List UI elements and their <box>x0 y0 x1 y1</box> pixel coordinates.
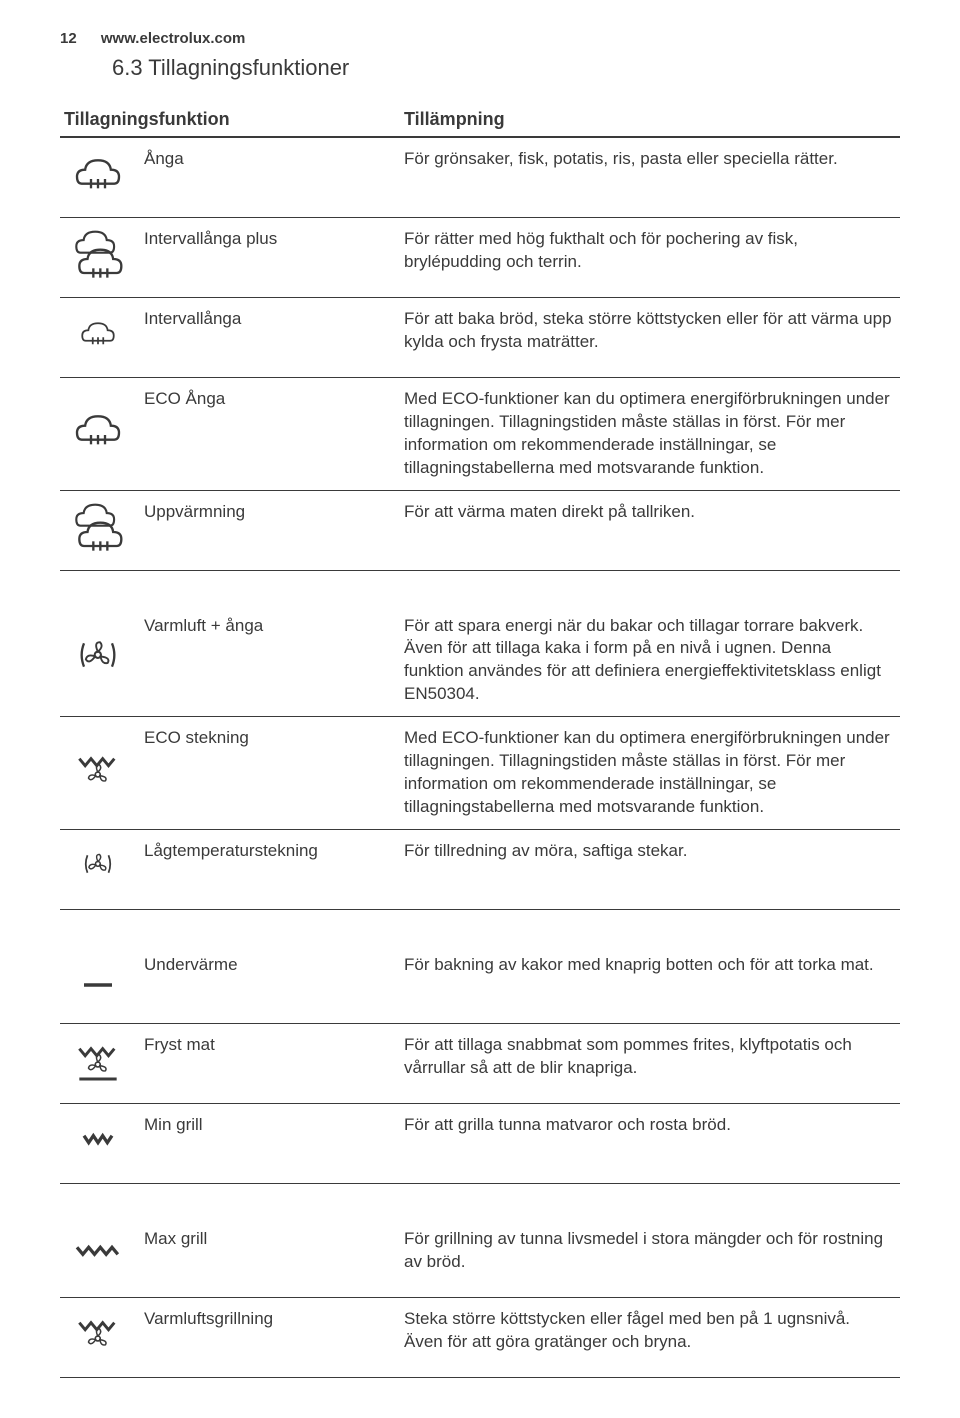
table-row: IntervallångaFör att baka bröd, steka st… <box>60 297 900 377</box>
table-row: UppvärmningFör att värma maten direkt på… <box>60 490 900 570</box>
max-grill-icon <box>60 1218 140 1297</box>
function-name: ECO Ånga <box>140 377 400 490</box>
grill-fan-icon <box>60 717 140 830</box>
function-description: För att spara energi när du bakar och ti… <box>400 605 900 717</box>
function-name: Undervärme <box>140 944 400 1023</box>
group-spacer <box>60 1183 900 1218</box>
function-description: För att grilla tunna matvaror och rosta … <box>400 1103 900 1183</box>
function-description: För rätter med hög fukthalt och för poch… <box>400 217 900 297</box>
page-number: 12 <box>60 30 77 47</box>
function-description: För grönsaker, fisk, potatis, ris, pasta… <box>400 137 900 217</box>
fan-brackets-icon <box>60 605 140 717</box>
function-name: Varmluft + ånga <box>140 605 400 717</box>
group-spacer <box>60 570 900 605</box>
table-head-application: Tillämpning <box>400 103 900 137</box>
table-row: ÅngaFör grönsaker, fisk, potatis, ris, p… <box>60 137 900 217</box>
function-description: För tillredning av möra, saftiga stekar. <box>400 830 900 910</box>
grill-fan-icon <box>60 1297 140 1377</box>
table-row: ECO stekningMed ECO-funktioner kan du op… <box>60 717 900 830</box>
functions-table: Tillagningsfunktion Tillämpning ÅngaFör … <box>60 103 900 1378</box>
table-row: VarmluftsgrillningSteka större köttstyck… <box>60 1297 900 1377</box>
group-spacer <box>60 909 900 944</box>
steam-small-icon <box>60 297 140 377</box>
min-grill-icon <box>60 1103 140 1183</box>
bottom-heat-icon <box>60 944 140 1023</box>
table-row: Fryst matFör att tillaga snabbmat som po… <box>60 1023 900 1103</box>
function-name: Intervallånga <box>140 297 400 377</box>
page: 12 www.electrolux.com 6.3 Tillagningsfun… <box>0 0 960 1418</box>
table-row: Min grillFör att grilla tunna matvaror o… <box>60 1103 900 1183</box>
table-row: Intervallånga plusFör rätter med hög fuk… <box>60 217 900 297</box>
function-name: Ånga <box>140 137 400 217</box>
section-title: 6.3 Tillagningsfunktioner <box>112 55 900 81</box>
function-description: Med ECO-funktioner kan du optimera energ… <box>400 377 900 490</box>
function-description: För att baka bröd, steka större köttstyc… <box>400 297 900 377</box>
page-header: 12 www.electrolux.com <box>60 30 900 47</box>
steam-icon <box>60 377 140 490</box>
steam-plus-icon <box>60 217 140 297</box>
table-row: Max grillFör grillning av tunna livsmede… <box>60 1218 900 1297</box>
table-row: UndervärmeFör bakning av kakor med knapr… <box>60 944 900 1023</box>
function-name: ECO stekning <box>140 717 400 830</box>
function-description: Med ECO-funktioner kan du optimera energ… <box>400 717 900 830</box>
function-description: För grillning av tunna livsmedel i stora… <box>400 1218 900 1297</box>
table-head-function: Tillagningsfunktion <box>60 103 400 137</box>
function-name: Intervallånga plus <box>140 217 400 297</box>
function-description: För bakning av kakor med knaprig botten … <box>400 944 900 1023</box>
steam-plus-icon <box>60 490 140 570</box>
table-row: ECO ÅngaMed ECO-funktioner kan du optime… <box>60 377 900 490</box>
function-name: Max grill <box>140 1218 400 1297</box>
function-description: För att värma maten direkt på tallriken. <box>400 490 900 570</box>
table-row: Varmluft + ångaFör att spara energi när … <box>60 605 900 717</box>
function-name: Lågtemperaturstekning <box>140 830 400 910</box>
function-name: Varmluftsgrillning <box>140 1297 400 1377</box>
table-row: LågtemperaturstekningFör tillredning av … <box>60 830 900 910</box>
function-description: För att tillaga snabbmat som pommes frit… <box>400 1023 900 1103</box>
grill-fan-line-icon <box>60 1023 140 1103</box>
fan-brackets-small-icon <box>60 830 140 910</box>
function-name: Uppvärmning <box>140 490 400 570</box>
function-description: Steka större köttstycken eller fågel med… <box>400 1297 900 1377</box>
function-name: Fryst mat <box>140 1023 400 1103</box>
site-url: www.electrolux.com <box>101 30 246 47</box>
steam-icon <box>60 137 140 217</box>
function-name: Min grill <box>140 1103 400 1183</box>
